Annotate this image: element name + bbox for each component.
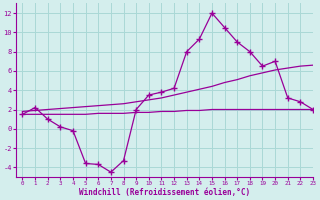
X-axis label: Windchill (Refroidissement éolien,°C): Windchill (Refroidissement éolien,°C)	[79, 188, 250, 197]
